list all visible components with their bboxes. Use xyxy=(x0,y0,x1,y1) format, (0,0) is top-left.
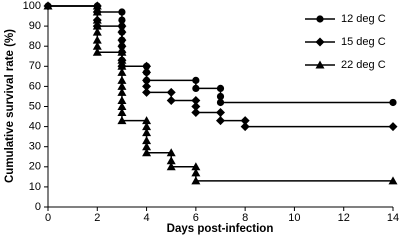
x-tick-label: 0 xyxy=(45,212,51,224)
marker xyxy=(166,87,176,97)
marker xyxy=(92,1,102,10)
marker xyxy=(92,7,102,16)
marker xyxy=(216,98,225,107)
marker xyxy=(191,176,201,185)
marker xyxy=(117,102,127,110)
marker xyxy=(92,15,102,24)
marker xyxy=(192,76,200,84)
marker xyxy=(142,61,152,71)
marker xyxy=(216,116,225,126)
y-tick-label: 90 xyxy=(29,20,41,32)
marker xyxy=(43,1,53,10)
marker xyxy=(315,37,325,47)
marker xyxy=(142,81,152,91)
marker xyxy=(142,128,152,137)
legend-label: 22 deg C xyxy=(341,59,386,71)
marker xyxy=(142,148,152,157)
marker xyxy=(118,8,126,16)
marker xyxy=(117,75,127,84)
y-tick-label: 0 xyxy=(35,201,41,213)
marker xyxy=(142,75,152,85)
marker xyxy=(117,61,127,70)
y-tick-label: 100 xyxy=(23,0,41,12)
marker xyxy=(388,176,398,185)
marker xyxy=(142,136,152,145)
marker xyxy=(216,84,225,93)
x-tick-label: 2 xyxy=(94,212,100,224)
y-tick-label: 20 xyxy=(29,161,41,173)
marker xyxy=(117,116,127,125)
y-axis-title: Cumulative survival rate (%) xyxy=(4,29,16,183)
marker xyxy=(118,16,126,24)
marker xyxy=(166,148,176,157)
y-tick-label: 70 xyxy=(29,60,41,72)
marker xyxy=(92,35,102,44)
y-tick-label: 40 xyxy=(29,121,41,133)
marker xyxy=(240,116,250,126)
legend-label: 12 deg C xyxy=(341,13,386,25)
marker xyxy=(117,87,127,96)
marker xyxy=(166,95,176,105)
marker xyxy=(166,156,176,165)
x-axis-title: Days post-infection xyxy=(167,223,274,235)
marker xyxy=(117,108,127,117)
marker xyxy=(117,27,127,37)
marker xyxy=(117,47,127,56)
marker xyxy=(92,21,102,30)
marker xyxy=(316,15,324,23)
marker xyxy=(240,122,250,132)
marker xyxy=(92,41,102,50)
marker xyxy=(117,81,127,90)
marker xyxy=(142,87,152,97)
x-tick-label: 14 xyxy=(387,212,399,224)
y-tick-label: 80 xyxy=(29,40,41,52)
marker xyxy=(216,92,225,101)
marker xyxy=(142,142,152,151)
marker xyxy=(142,122,152,131)
marker xyxy=(191,108,201,118)
marker xyxy=(191,168,201,177)
marker xyxy=(191,162,201,171)
x-tick-label: 10 xyxy=(288,212,300,224)
marker xyxy=(192,84,200,93)
y-tick-label: 50 xyxy=(29,100,41,112)
x-tick-label: 8 xyxy=(242,212,248,224)
marker xyxy=(142,116,152,125)
marker xyxy=(92,47,102,56)
marker xyxy=(389,98,397,107)
marker xyxy=(117,41,127,51)
x-tick-label: 4 xyxy=(144,212,150,224)
x-tick-label: 6 xyxy=(193,212,199,224)
marker xyxy=(315,60,325,69)
y-tick-label: 30 xyxy=(29,141,41,153)
marker xyxy=(117,95,127,104)
marker xyxy=(117,35,127,45)
marker xyxy=(117,67,127,76)
marker xyxy=(191,95,201,105)
marker xyxy=(117,55,127,64)
marker xyxy=(216,108,225,118)
legend-label: 15 deg C xyxy=(341,36,386,48)
marker xyxy=(388,122,398,132)
marker xyxy=(92,27,102,36)
marker xyxy=(191,102,201,111)
marker xyxy=(142,67,152,77)
marker xyxy=(117,21,127,31)
y-tick-label: 60 xyxy=(29,80,41,92)
x-tick-label: 12 xyxy=(338,212,350,224)
marker xyxy=(166,162,176,171)
y-tick-label: 10 xyxy=(29,181,41,193)
